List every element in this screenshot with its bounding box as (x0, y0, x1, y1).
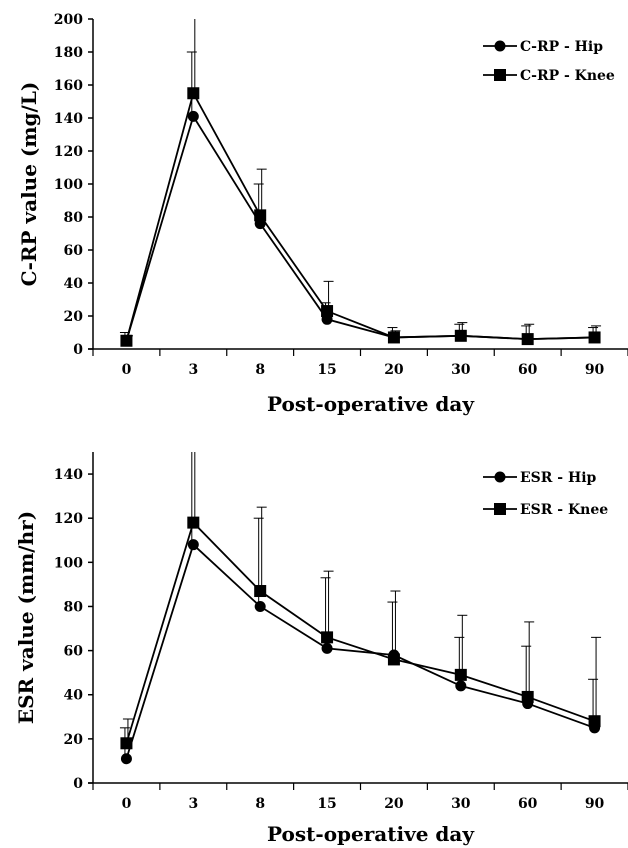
y-tick-label: 60 (64, 644, 84, 660)
data-point (321, 631, 334, 644)
x-axis-title: Post-operative day (267, 822, 475, 846)
y-tick-label: 100 (54, 177, 83, 193)
data-point (254, 585, 267, 598)
data-point (254, 600, 266, 612)
data-point (521, 333, 534, 346)
x-tick-label: 60 (518, 362, 538, 378)
y-tick-label: 120 (54, 511, 83, 527)
data-point (120, 737, 133, 750)
series-line (125, 543, 595, 759)
x-axis-title: Post-operative day (267, 392, 475, 416)
x-tick-label: 8 (255, 362, 265, 378)
data-point (454, 329, 467, 342)
x-tick-label: 3 (188, 362, 198, 378)
data-point (187, 87, 200, 100)
data-point (187, 516, 200, 529)
legend-label: C-RP - Hip (520, 39, 603, 55)
series-2 (120, 19, 602, 347)
y-tick-label: 200 (54, 12, 83, 28)
y-tick-label: 140 (54, 467, 83, 483)
series-2 (120, 452, 602, 750)
x-tick-label: 90 (585, 362, 605, 378)
data-point (120, 334, 133, 347)
y-tick-label: 20 (64, 309, 84, 325)
y-tick-label: 180 (54, 45, 83, 61)
x-tick-label: 0 (122, 796, 132, 812)
y-tick-label: 80 (64, 599, 84, 615)
x-tick-label: 90 (585, 796, 605, 812)
legend-marker (494, 69, 506, 81)
legend-marker (494, 40, 506, 52)
data-point (588, 331, 601, 344)
chart-1: 0 20 40 60 80 100 120 140 160 180 200 0 3 8 15 20 30 60 90… (17, 12, 628, 416)
data-point (454, 668, 467, 681)
data-point (455, 680, 467, 692)
y-tick-label: 100 (54, 555, 83, 571)
x-tick-label: 8 (255, 796, 265, 812)
data-point (387, 331, 400, 344)
series-line (125, 90, 595, 341)
y-tick-label: 0 (73, 342, 83, 358)
x-tick-label: 0 (122, 362, 132, 378)
legend-label: C-RP - Knee (520, 68, 615, 84)
y-tick-label: 140 (54, 111, 83, 127)
x-tick-label: 15 (317, 362, 336, 378)
data-point (187, 539, 199, 551)
legend: C-RP - Hip C-RP - Knee (483, 39, 615, 84)
legend: ESR - Hip ESR - Knee (483, 470, 608, 518)
chart-2: 0 20 40 60 80 100 120 140 0 3 8 15 20 30 60 90 Post-oper… (14, 452, 628, 846)
data-point (321, 305, 334, 318)
x-tick-label: 30 (451, 362, 471, 378)
data-point (321, 642, 333, 654)
data-point (254, 209, 267, 222)
x-tick-label: 20 (384, 362, 404, 378)
y-tick-label: 120 (54, 144, 83, 160)
x-tick-label: 20 (384, 796, 404, 812)
x-tick-label: 60 (518, 796, 538, 812)
y-tick-label: 40 (64, 276, 84, 292)
x-tick-label: 3 (188, 796, 198, 812)
x-tick-label: 30 (451, 796, 471, 812)
y-tick-label: 20 (64, 732, 84, 748)
data-point (521, 690, 534, 703)
series-line (125, 114, 595, 342)
legend-label: ESR - Knee (520, 502, 608, 518)
y-tick-label: 40 (64, 688, 84, 704)
y-tick-label: 80 (64, 210, 84, 226)
series-1 (119, 452, 601, 765)
x-tick-label: 15 (317, 796, 336, 812)
data-point (387, 653, 400, 666)
y-axis-title: ESR value (mm/hr) (14, 511, 38, 724)
legend-label: ESR - Hip (520, 470, 597, 486)
y-tick-label: 0 (73, 776, 83, 792)
legend-marker (494, 471, 506, 483)
series-line (125, 520, 595, 744)
y-tick-label: 60 (64, 243, 84, 259)
y-tick-label: 160 (54, 78, 83, 94)
legend-marker (494, 503, 506, 515)
data-point (187, 110, 199, 122)
data-point (588, 715, 601, 728)
y-axis-title: C-RP value (mg/L) (17, 82, 41, 287)
data-point (120, 753, 132, 765)
